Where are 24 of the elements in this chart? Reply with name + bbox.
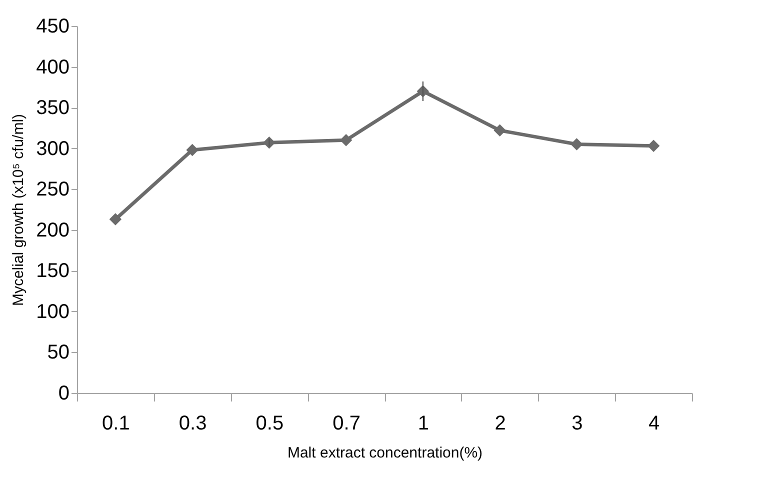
y-tick-label: 400 [36, 56, 70, 78]
x-tick-label: 0.3 [178, 412, 207, 434]
x-tick-label: 0.7 [332, 412, 360, 434]
y-tick-label: 250 [36, 178, 70, 201]
y-tick-label: 350 [36, 97, 70, 120]
y-tick-label: 450 [36, 16, 70, 38]
point [109, 213, 122, 226]
point [494, 124, 506, 137]
x-axis-title: Malt extract concentration(%) [287, 444, 483, 462]
point [570, 138, 583, 150]
y-tick-label: 100 [36, 300, 70, 323]
y-tick-label: 200 [36, 219, 70, 242]
x-tick-label: 4 [648, 412, 660, 434]
y-tick-label: 0 [58, 382, 70, 404]
y-axis-title: Mycelial growth (x10⁵ cfu/ml) [10, 114, 28, 306]
y-tick-label: 300 [36, 138, 70, 160]
y-tick-label: 150 [36, 260, 70, 282]
x-tick-label: 3 [572, 412, 583, 434]
x-tick-label: 0.1 [102, 412, 130, 434]
y-tick-label: 50 [47, 342, 70, 364]
x-tick-label: 2 [494, 412, 506, 434]
x-tick-label: 1 [418, 412, 429, 434]
point [186, 144, 198, 156]
x-tick-label: 0.5 [256, 412, 284, 434]
